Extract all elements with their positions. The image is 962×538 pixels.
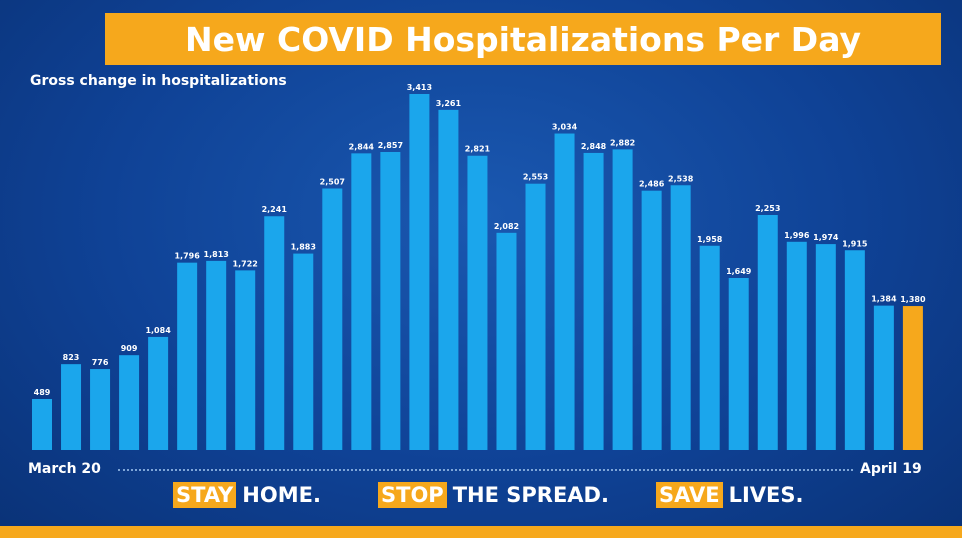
- slogan-highlight: STOP: [378, 482, 447, 508]
- bar: [409, 94, 430, 450]
- bar: [728, 277, 749, 450]
- bar: [844, 250, 865, 450]
- bar: [873, 305, 894, 450]
- bar-value-label: 2,848: [581, 142, 607, 151]
- bar: [61, 364, 82, 450]
- bar-value-label: 3,261: [436, 99, 462, 108]
- bar: [322, 188, 343, 450]
- bar: [148, 336, 169, 450]
- slogan-text: HOME.: [242, 483, 321, 507]
- bar-value-label: 1,796: [174, 252, 200, 261]
- bar-value-label: 1,996: [784, 231, 810, 240]
- bar: [670, 185, 691, 450]
- x-start-label: March 20: [28, 461, 101, 477]
- bar-value-label: 776: [92, 358, 109, 367]
- bottom-strip: [0, 526, 962, 538]
- bar: [264, 216, 285, 450]
- bar: [554, 133, 575, 450]
- bar-value-label: 2,821: [465, 145, 491, 154]
- bar: [641, 190, 662, 451]
- bar-value-label: 1,649: [726, 267, 752, 276]
- bar: [32, 398, 52, 450]
- bar-value-label: 823: [63, 353, 80, 362]
- bar-value-label: 2,857: [378, 141, 403, 150]
- bar-value-label: 1,384: [871, 295, 897, 304]
- bar: [235, 270, 256, 450]
- title-banner: New COVID Hospitalizations Per Day: [105, 13, 941, 65]
- bar: [293, 253, 314, 450]
- bar: [902, 306, 923, 450]
- chart-title: New COVID Hospitalizations Per Day: [185, 19, 861, 59]
- bar-value-label: 489: [34, 388, 51, 397]
- bar: [177, 262, 198, 450]
- bar-value-label: 1,380: [900, 295, 926, 304]
- bar-value-label: 2,082: [494, 222, 519, 231]
- bar-value-label: 1,974: [813, 233, 839, 242]
- bar: [438, 109, 459, 450]
- bar: [815, 244, 836, 450]
- slogan-stop-spread: STOP THE SPREAD.: [378, 482, 609, 508]
- bar-value-label: 3,413: [407, 83, 432, 92]
- chart-subtitle: Gross change in hospitalizations: [30, 73, 287, 89]
- bar: [351, 153, 372, 451]
- slogan-text: LIVES.: [728, 483, 804, 507]
- bar-value-label: 1,915: [842, 239, 868, 248]
- bar: [119, 355, 140, 450]
- bar: [699, 245, 720, 450]
- bar-value-label: 2,538: [668, 174, 694, 183]
- bar: [525, 183, 546, 450]
- bar: [583, 152, 604, 451]
- bar: [380, 151, 401, 450]
- slogan-text: THE SPREAD.: [452, 483, 609, 507]
- bar-value-label: 1,813: [204, 250, 229, 259]
- slogan-highlight: SAVE: [656, 482, 723, 508]
- bar-value-label: 2,253: [755, 204, 780, 213]
- bar-value-label: 2,844: [349, 142, 375, 151]
- bar: [467, 155, 488, 450]
- bar: [612, 149, 633, 450]
- bar: [496, 232, 517, 450]
- x-axis-line: [118, 469, 853, 471]
- slogan-highlight: STAY: [173, 482, 237, 508]
- slogan-save-lives: SAVE LIVES.: [656, 482, 803, 508]
- x-end-label: April 19: [860, 461, 922, 477]
- bar-value-label: 2,241: [262, 205, 288, 214]
- bar: [786, 241, 807, 450]
- bar-value-label: 1,958: [697, 235, 723, 244]
- bar-value-label: 3,034: [552, 123, 578, 132]
- bar: [90, 369, 111, 450]
- bar-value-label: 2,486: [639, 180, 665, 189]
- bar-value-label: 2,507: [320, 178, 345, 187]
- bar: [757, 214, 778, 450]
- bar-value-label: 2,882: [610, 138, 635, 147]
- slogan-stay-home: STAY HOME.: [173, 482, 321, 508]
- bar-value-label: 1,084: [145, 326, 171, 335]
- bar-value-label: 1,722: [233, 259, 258, 268]
- bar: [206, 260, 227, 450]
- bar-value-label: 1,883: [291, 243, 316, 252]
- bar-value-label: 909: [121, 344, 138, 353]
- bar-value-label: 2,553: [523, 173, 548, 182]
